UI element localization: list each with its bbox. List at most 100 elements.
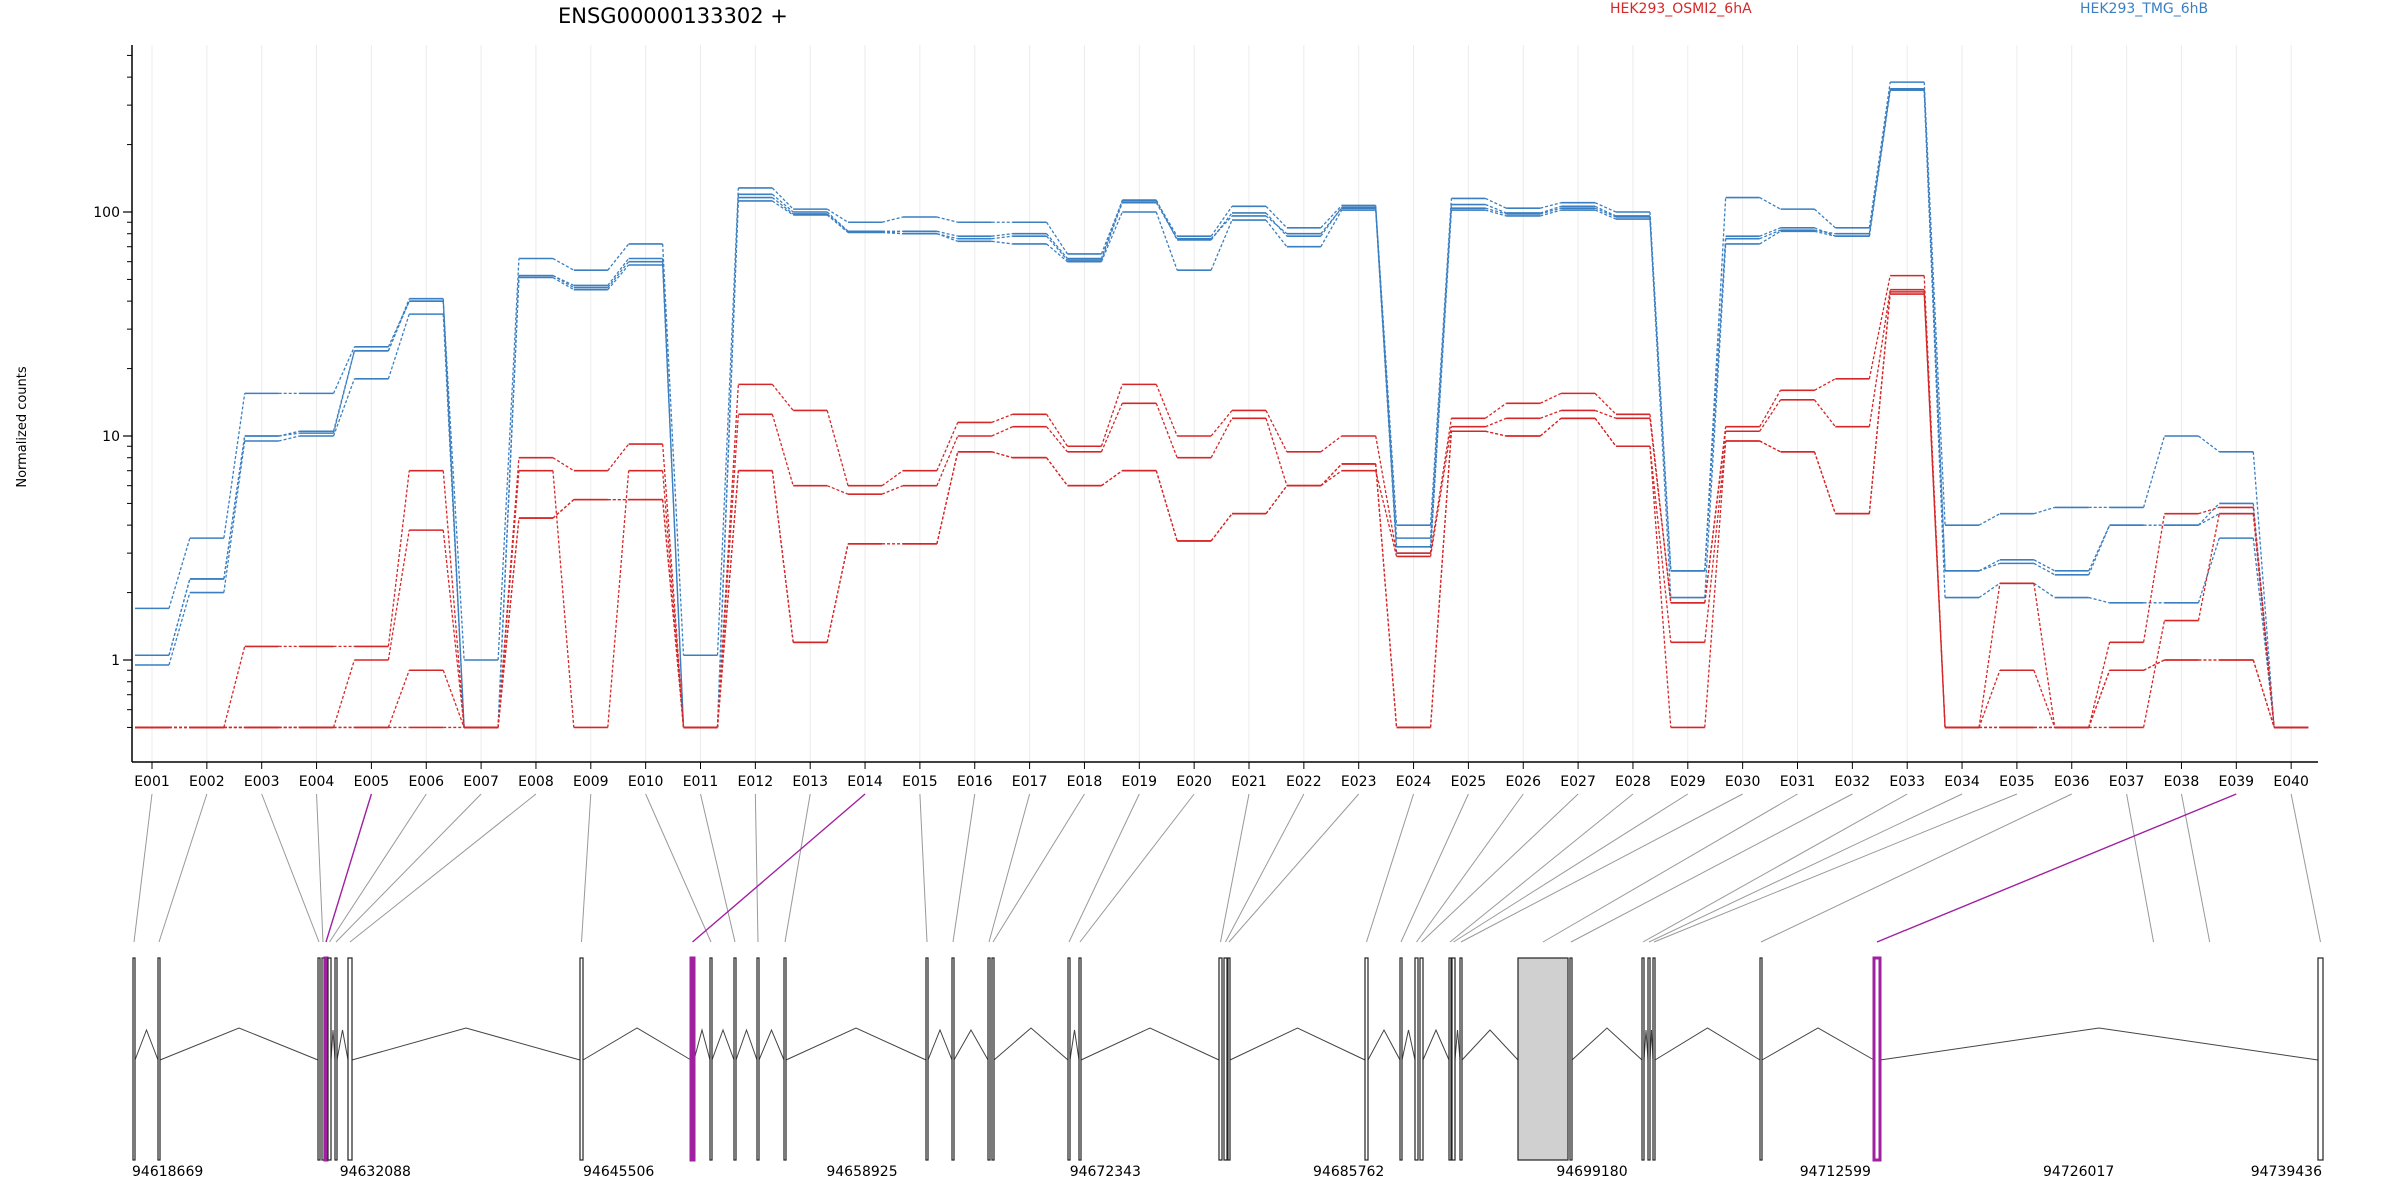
- data-connector: [607, 261, 630, 288]
- y-tick-label-100: 100: [93, 205, 120, 221]
- data-connector: [1375, 210, 1398, 554]
- intron: [1643, 1029, 1649, 1061]
- data-connector: [1540, 409, 1562, 419]
- x-tick-label-E036: E036: [2054, 774, 2090, 790]
- data-connector: [1594, 392, 1617, 415]
- data-connector: [2252, 451, 2275, 728]
- data-connector: [1485, 203, 1507, 214]
- data-connector: [1485, 430, 1507, 437]
- connector-E015: [919, 793, 928, 943]
- x-tick-label-E002: E002: [189, 774, 225, 790]
- data-connector: [442, 314, 465, 728]
- data-connector: [332, 659, 356, 728]
- data-connector: [1594, 409, 1617, 419]
- exon-box-E019: [1067, 957, 1071, 1161]
- data-connector: [936, 435, 959, 486]
- data-connector: [1155, 384, 1178, 437]
- x-tick-label-E026: E026: [1505, 774, 1541, 790]
- data-connector: [1101, 470, 1123, 487]
- x-tick-label-E015: E015: [902, 774, 938, 790]
- x-tick-label-E021: E021: [1231, 774, 1267, 790]
- x-tick-label-E003: E003: [244, 774, 280, 790]
- data-connector: [1704, 238, 1727, 571]
- intron: [336, 1029, 349, 1061]
- data-connector: [552, 257, 575, 271]
- exon-box-E034: [1647, 957, 1651, 1161]
- data-connector: [2198, 506, 2220, 515]
- data-connector: [2033, 670, 2056, 728]
- data-connector: [1704, 431, 1727, 603]
- x-tick-label-E025: E025: [1451, 774, 1487, 790]
- data-connector: [1978, 670, 2001, 728]
- exon-box-E031: [1517, 957, 1569, 1161]
- exon-box-E017: [987, 957, 991, 1161]
- data-connector: [1540, 209, 1562, 217]
- x-tick-label-E033: E033: [1889, 774, 1925, 790]
- data-connector: [2142, 513, 2166, 643]
- data-connector: [552, 275, 575, 289]
- intron: [330, 1029, 336, 1061]
- x-tick-label-E027: E027: [1560, 774, 1596, 790]
- data-connector: [1320, 463, 1343, 487]
- x-tick-label-E001: E001: [134, 774, 170, 790]
- intron: [582, 1027, 692, 1061]
- exon-box-E009: [579, 957, 584, 1161]
- data-connector: [278, 432, 300, 437]
- x-tick-label-E034: E034: [1944, 774, 1980, 790]
- data-connector: [1704, 243, 1727, 598]
- genomic-tick-label-7: 94699180: [1556, 1164, 1627, 1180]
- data-connector: [2252, 659, 2275, 728]
- data-connector: [1485, 417, 1507, 428]
- exon-box-E010: [709, 957, 713, 1161]
- data-connector: [2197, 513, 2220, 621]
- data-connector: [771, 470, 794, 643]
- data-connector: [1210, 215, 1233, 240]
- data-connector: [223, 435, 246, 580]
- connector-E026: [1416, 793, 1524, 943]
- x-tick-label-E037: E037: [2109, 774, 2145, 790]
- exon-box-E039: [1872, 956, 1882, 1162]
- data-connector: [1100, 403, 1123, 453]
- data-connector: [2033, 506, 2055, 515]
- data-connector: [2088, 524, 2111, 576]
- data-connector: [552, 276, 575, 291]
- data-connector: [991, 413, 1013, 424]
- data-connector: [1210, 513, 1233, 542]
- connector-E008: [349, 793, 537, 943]
- data-connector: [1759, 389, 1782, 428]
- genomic-tick-label-3: 94645506: [583, 1164, 654, 1180]
- data-connector: [1320, 204, 1343, 229]
- data-connector: [442, 470, 465, 728]
- data-connector: [1594, 417, 1617, 447]
- connector-E035: [1653, 793, 2018, 943]
- x-tick-label-E030: E030: [1725, 774, 1761, 790]
- intron: [1401, 1029, 1416, 1061]
- x-tick-label-E009: E009: [573, 774, 609, 790]
- data-connector: [332, 378, 356, 437]
- data-connector: [1978, 559, 2001, 572]
- data-connector: [1923, 294, 1946, 728]
- exon-box-E006: [327, 957, 332, 1161]
- connector-E021: [1220, 793, 1250, 943]
- data-connector: [2142, 435, 2166, 508]
- data-connector: [1100, 202, 1123, 261]
- connector-E020: [1079, 793, 1195, 943]
- genomic-tick-label-10: 94739436: [2251, 1164, 2322, 1180]
- connector-E024: [1366, 793, 1415, 943]
- genomic-tick-label-5: 94672343: [1070, 1164, 1141, 1180]
- data-connector: [2198, 513, 2220, 526]
- data-connector: [1265, 485, 1288, 515]
- connector-E036: [1760, 793, 2072, 943]
- data-connector: [936, 233, 958, 240]
- x-tick-label-E019: E019: [1122, 774, 1158, 790]
- data-connector: [1759, 399, 1782, 432]
- connector-E012: [754, 793, 759, 943]
- genomic-tick-label-1: 94618669: [132, 1164, 203, 1180]
- data-connector: [826, 214, 849, 233]
- data-connector: [1429, 426, 1453, 557]
- data-connector: [1868, 275, 1891, 379]
- data-connector: [1265, 410, 1288, 453]
- data-connector: [881, 230, 903, 235]
- data-connector: [1046, 233, 1068, 259]
- x-tick-label-E010: E010: [628, 774, 664, 790]
